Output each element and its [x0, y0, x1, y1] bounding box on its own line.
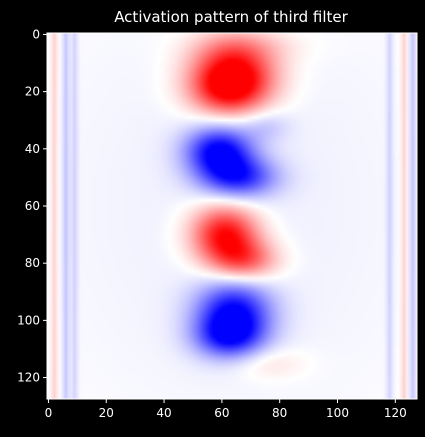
x-tick-label: 100 — [326, 406, 349, 420]
heatmap-image — [47, 33, 417, 399]
y-tick-label: 120 — [17, 371, 40, 385]
y-tick-label: 60 — [25, 199, 40, 213]
x-tick-label: 120 — [384, 406, 407, 420]
x-axis: 0 20 40 60 80 100 120 — [45, 399, 407, 420]
x-tick-label: 60 — [214, 406, 229, 420]
y-tick-label: 20 — [25, 85, 40, 99]
plot-frame — [46, 32, 418, 400]
y-tick-label: 40 — [25, 142, 40, 156]
y-tick-label: 80 — [25, 256, 40, 270]
plot-area — [46, 32, 418, 400]
y-tick-label: 100 — [17, 313, 40, 327]
x-tick-label: 80 — [272, 406, 287, 420]
x-tick-label: 0 — [45, 406, 53, 420]
y-tick-label: 0 — [32, 27, 40, 41]
chart-title: Activation pattern of third filter — [114, 8, 348, 26]
x-tick-label: 20 — [99, 406, 114, 420]
y-axis: 0 20 40 60 80 100 120 — [17, 27, 47, 385]
x-tick-label: 40 — [156, 406, 171, 420]
